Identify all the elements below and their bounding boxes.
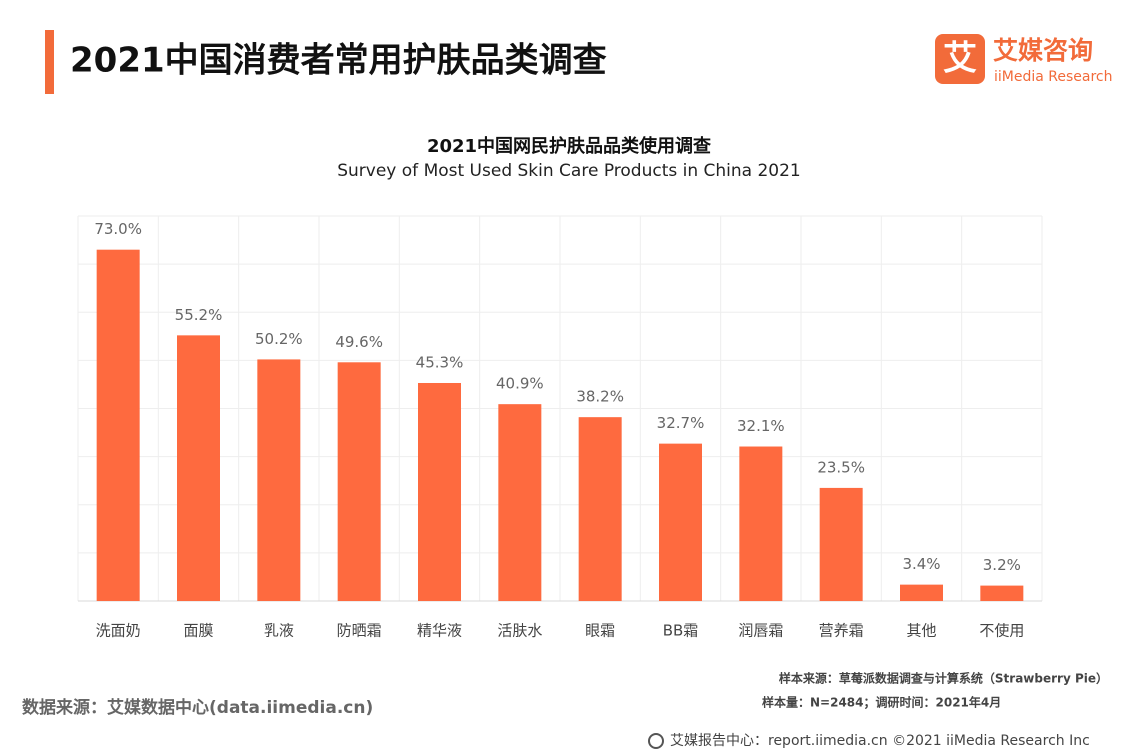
- data-label: 45.3%: [416, 353, 464, 371]
- data-label: 32.1%: [737, 417, 785, 435]
- data-label: 55.2%: [175, 306, 223, 324]
- sample-source: 样本来源：草莓派数据调查与计算系统（Strawberry Pie）: [779, 671, 1108, 686]
- data-source: 数据来源：艾媒数据中心(data.iimedia.cn): [22, 697, 373, 718]
- data-label: 3.4%: [902, 555, 940, 573]
- chart-subtitle: Survey of Most Used Skin Care Products i…: [337, 161, 801, 181]
- footer-icon: [648, 733, 664, 749]
- bar: [337, 362, 381, 601]
- bar: [739, 446, 783, 601]
- x-tick-label: 洗面奶: [96, 622, 141, 640]
- page-title: 2021中国消费者常用护肤品类调查: [70, 41, 607, 81]
- bar: [578, 417, 622, 601]
- data-label: 23.5%: [817, 458, 865, 476]
- data-label: 50.2%: [255, 330, 303, 348]
- data-label: 49.6%: [335, 333, 383, 351]
- x-tick-label: 精华液: [417, 622, 462, 640]
- logo-icon-bg: [935, 34, 985, 84]
- data-label: 38.2%: [576, 388, 624, 406]
- bar: [257, 359, 301, 601]
- bar: [900, 584, 943, 601]
- x-tick-label: 眼霜: [585, 622, 615, 640]
- bar: [819, 487, 863, 601]
- chart-title: 2021中国网民护肤品品类使用调查: [427, 135, 711, 157]
- logo-en: iiMedia Research: [994, 69, 1113, 85]
- x-tick-label: 润唇霜: [738, 622, 783, 640]
- sample-size: 样本量：N=2484；调研时间：2021年4月: [762, 695, 1001, 710]
- x-tick-label: 其他: [906, 622, 936, 640]
- bar: [980, 585, 1024, 601]
- plot: 洗面奶 73.0% 面膜 55.2% 乳液 50.2% 防晒霜 49.6% 精华液 45.3% 活肤…: [77, 215, 1043, 640]
- bar: [498, 404, 542, 601]
- data-label: 73.0%: [94, 220, 142, 238]
- x-tick-label: 面膜: [183, 622, 213, 640]
- bar: [659, 443, 702, 601]
- bar: [96, 249, 140, 601]
- x-tick-label: 活肤水: [497, 622, 542, 640]
- title-accent: [45, 30, 54, 94]
- x-tick-label: BB霜: [663, 622, 699, 640]
- data-label: 40.9%: [496, 375, 544, 393]
- x-tick-label: 防晒霜: [337, 622, 382, 640]
- x-tick-label: 不使用: [979, 622, 1024, 640]
- data-label: 32.7%: [657, 414, 705, 432]
- logo-cn: 艾媒咨询: [993, 36, 1093, 65]
- x-tick-label: 乳液: [264, 622, 294, 640]
- bar: [177, 335, 220, 601]
- data-label: 3.2%: [983, 556, 1021, 574]
- x-tick-label: 营养霜: [819, 622, 864, 640]
- logo-icon: 艾: [943, 39, 977, 79]
- bar: [418, 382, 461, 601]
- report-center: 艾媒报告中心：report.iimedia.cn ©2021 iiMedia R…: [670, 733, 1090, 749]
